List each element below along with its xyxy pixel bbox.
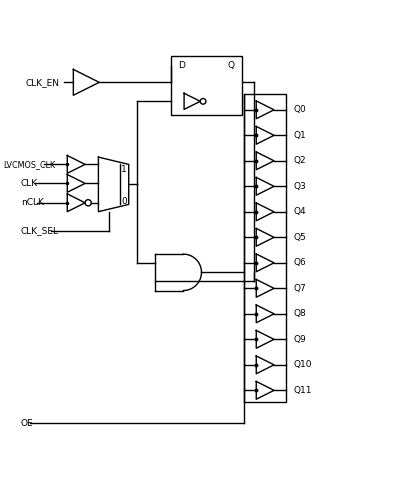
Text: CLK_EN: CLK_EN: [26, 78, 60, 87]
Bar: [244, 94, 287, 402]
Text: 1: 1: [121, 165, 127, 174]
Text: LVCMOS_CLK: LVCMOS_CLK: [3, 160, 55, 169]
Text: Q9: Q9: [293, 335, 306, 344]
Text: OE: OE: [21, 419, 33, 427]
Text: nCLK: nCLK: [21, 198, 44, 207]
Text: Q11: Q11: [293, 386, 312, 395]
Text: Q3: Q3: [293, 182, 306, 191]
Text: CLK_SEL: CLK_SEL: [21, 227, 59, 236]
Text: Q8: Q8: [293, 309, 306, 318]
Text: CLK: CLK: [21, 179, 38, 188]
Text: Q1: Q1: [293, 131, 306, 140]
Text: Q: Q: [228, 61, 234, 70]
Text: 0: 0: [121, 197, 127, 206]
Text: Q5: Q5: [293, 233, 306, 242]
Text: Q10: Q10: [293, 361, 312, 369]
Bar: [171, 56, 242, 115]
Text: Q7: Q7: [293, 284, 306, 293]
Text: Q4: Q4: [293, 207, 306, 216]
Text: D: D: [178, 61, 185, 70]
Text: Q2: Q2: [293, 156, 306, 166]
Text: Q0: Q0: [293, 106, 306, 114]
Text: Q6: Q6: [293, 258, 306, 267]
